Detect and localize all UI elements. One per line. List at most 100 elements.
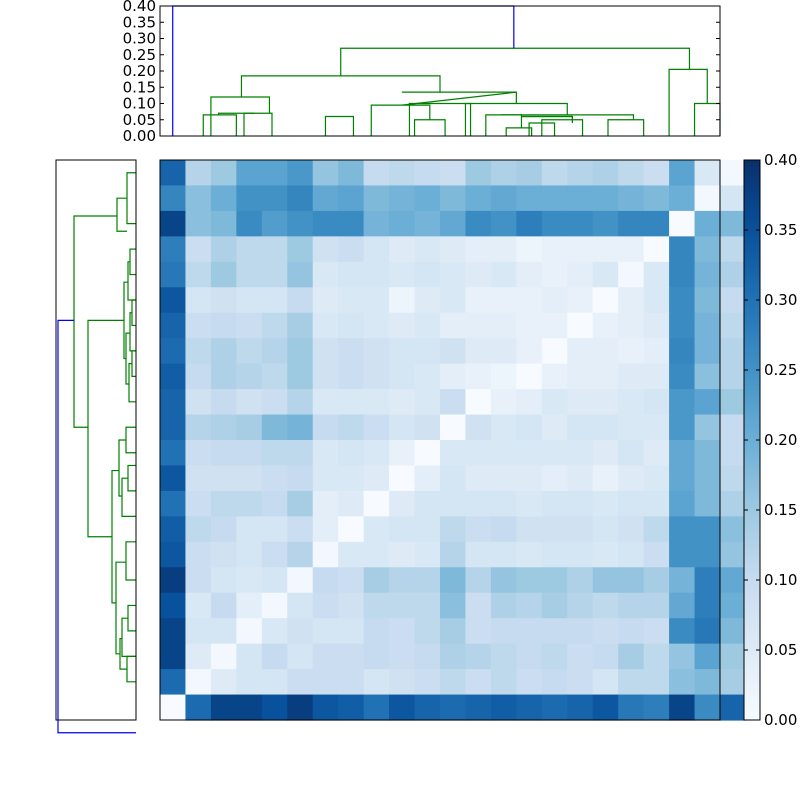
heatmap-cell bbox=[669, 210, 696, 237]
heatmap-cell bbox=[720, 643, 747, 670]
left-dendrogram-frame bbox=[55, 159, 137, 721]
heatmap-cell bbox=[567, 669, 594, 696]
top-dendrogram-tick-label: 0.20 bbox=[123, 62, 156, 80]
heatmap-cell bbox=[236, 643, 263, 670]
heatmap-cell bbox=[414, 694, 441, 721]
heatmap-cell bbox=[567, 490, 594, 517]
heatmap-cell bbox=[669, 287, 696, 314]
heatmap-cell bbox=[236, 465, 263, 492]
heatmap-cell bbox=[516, 185, 543, 212]
heatmap-cell bbox=[236, 160, 263, 187]
heatmap-cell bbox=[287, 694, 314, 721]
heatmap-cell bbox=[567, 643, 594, 670]
heatmap-cell bbox=[643, 592, 670, 619]
heatmap-cell bbox=[669, 236, 696, 263]
heatmap-cell bbox=[567, 160, 594, 187]
heatmap-cell bbox=[567, 541, 594, 568]
heatmap-cell bbox=[363, 465, 390, 492]
heatmap-cell bbox=[414, 236, 441, 263]
heatmap-cell bbox=[618, 643, 645, 670]
heatmap-cell bbox=[720, 490, 747, 517]
heatmap-cell bbox=[414, 363, 441, 390]
heatmap-cell bbox=[338, 440, 365, 467]
heatmap-cell bbox=[338, 592, 365, 619]
heatmap-cell bbox=[160, 669, 187, 696]
heatmap-cell bbox=[592, 287, 619, 314]
heatmap-cell bbox=[669, 643, 696, 670]
heatmap-cell bbox=[694, 541, 721, 568]
heatmap-cell bbox=[261, 160, 288, 187]
heatmap-cell bbox=[160, 185, 187, 212]
heatmap-cell bbox=[541, 160, 568, 187]
top-dendrogram-link bbox=[408, 102, 472, 136]
heatmap-cell bbox=[389, 465, 416, 492]
heatmap-cell bbox=[414, 261, 441, 288]
heatmap-cell bbox=[669, 185, 696, 212]
heatmap-cell bbox=[490, 389, 517, 416]
heatmap-cell bbox=[567, 312, 594, 339]
heatmap-cell bbox=[160, 312, 187, 339]
heatmap-cell bbox=[160, 694, 187, 721]
heatmap-frame bbox=[159, 159, 721, 721]
heatmap-cell bbox=[363, 669, 390, 696]
heatmap-cell bbox=[185, 287, 212, 314]
heatmap-cell bbox=[618, 490, 645, 517]
top-dendrogram-tick-label: 0.00 bbox=[123, 127, 156, 145]
heatmap-cell bbox=[363, 490, 390, 517]
heatmap-cell bbox=[287, 338, 314, 365]
heatmap-cell bbox=[465, 338, 492, 365]
heatmap-cell bbox=[720, 541, 747, 568]
heatmap-cell bbox=[440, 592, 467, 619]
heatmap-cell bbox=[236, 567, 263, 594]
heatmap-cell bbox=[185, 210, 212, 237]
heatmap-cell bbox=[669, 465, 696, 492]
heatmap-cell bbox=[236, 363, 263, 390]
heatmap-cell bbox=[618, 669, 645, 696]
heatmap-cell bbox=[389, 414, 416, 441]
heatmap-cell bbox=[669, 160, 696, 187]
heatmap-cell bbox=[541, 541, 568, 568]
heatmap-cell bbox=[465, 236, 492, 263]
heatmap-cell bbox=[363, 643, 390, 670]
heatmap-cell bbox=[389, 516, 416, 543]
heatmap-cell bbox=[440, 287, 467, 314]
top-dendrogram-link bbox=[217, 112, 255, 115]
heatmap-cell bbox=[210, 516, 237, 543]
heatmap-cell bbox=[516, 465, 543, 492]
heatmap-cell bbox=[490, 669, 517, 696]
heatmap-cell bbox=[465, 440, 492, 467]
left-dendrogram-link bbox=[73, 215, 117, 428]
heatmap-cell bbox=[389, 185, 416, 212]
heatmap-cell bbox=[643, 643, 670, 670]
heatmap-cell bbox=[541, 363, 568, 390]
heatmap-cell bbox=[643, 669, 670, 696]
heatmap-cell bbox=[465, 465, 492, 492]
heatmap-cell bbox=[414, 312, 441, 339]
heatmap-cell bbox=[465, 567, 492, 594]
heatmap-cell bbox=[694, 312, 721, 339]
heatmap-cell bbox=[160, 389, 187, 416]
heatmap-cell bbox=[261, 363, 288, 390]
heatmap-cell bbox=[440, 210, 467, 237]
heatmap-cell bbox=[541, 516, 568, 543]
heatmap-cell bbox=[694, 592, 721, 619]
heatmap-cell bbox=[440, 516, 467, 543]
heatmap-cell bbox=[261, 185, 288, 212]
heatmap-cell bbox=[592, 440, 619, 467]
heatmap-cell bbox=[618, 185, 645, 212]
heatmap-cell bbox=[592, 618, 619, 645]
colorbar-tick-label: 0.05 bbox=[764, 641, 797, 659]
heatmap-cell bbox=[210, 541, 237, 568]
heatmap-cell bbox=[490, 261, 517, 288]
heatmap-cell bbox=[643, 363, 670, 390]
heatmap-cell bbox=[363, 541, 390, 568]
heatmap-cell bbox=[261, 312, 288, 339]
heatmap-cell bbox=[669, 363, 696, 390]
heatmap-cell bbox=[338, 643, 365, 670]
heatmap-cell bbox=[490, 440, 517, 467]
heatmap-cell bbox=[210, 287, 237, 314]
heatmap-cell bbox=[516, 567, 543, 594]
heatmap-cell bbox=[694, 389, 721, 416]
heatmap-cell bbox=[160, 287, 187, 314]
heatmap-cell bbox=[414, 541, 441, 568]
